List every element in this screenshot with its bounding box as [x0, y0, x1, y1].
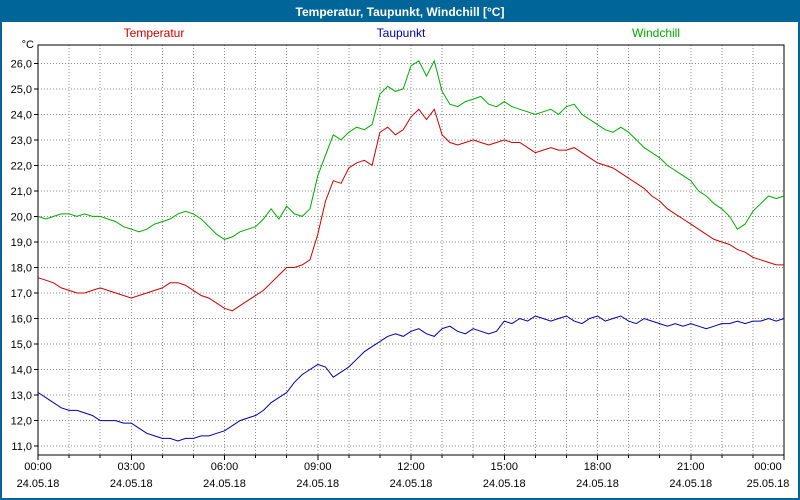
x-tick-time: 00:00 [754, 461, 782, 473]
y-tick-label: 12,0 [11, 416, 32, 428]
x-tick-time: 18:00 [584, 461, 612, 473]
series-line-windchill [37, 59, 785, 240]
x-tick-time: 12:00 [397, 461, 425, 473]
x-tick-date: 24.05.18 [296, 478, 339, 490]
x-tick-date: 24.05.18 [390, 478, 433, 490]
x-tick-date: 24.05.18 [17, 478, 60, 490]
window-title: Temperatur, Taupunkt, Windchill [°C] [295, 5, 505, 19]
y-tick-label: 19,0 [11, 237, 32, 249]
y-tick-label: 14,0 [11, 365, 32, 377]
plot-axes [34, 44, 785, 460]
y-tick-label: 24,0 [11, 109, 32, 121]
chart-canvas: 26,0 25,0 24,0 23,0 22,0 21,0 20,0 19,0 18,0 17,0… [11, 39, 790, 490]
y-tick-label: 18,0 [11, 262, 32, 274]
series-line-taupunkt [37, 315, 785, 442]
x-tick-time: 03:00 [117, 461, 145, 473]
x-tick-time: 00:00 [24, 461, 52, 473]
series-lines [37, 59, 785, 442]
y-tick-label: 20,0 [11, 211, 32, 223]
y-tick-label: 16,0 [11, 314, 32, 326]
axis-labels: 26,0 25,0 24,0 23,0 22,0 21,0 20,0 19,0 18,0 17,0… [11, 39, 790, 490]
legend-item-temperatur: Temperatur [123, 26, 185, 40]
x-tick-time: 15:00 [490, 461, 518, 473]
x-tick-date: 25.05.18 [747, 478, 790, 490]
grid-lines [38, 45, 784, 455]
y-tick-label: 22,0 [11, 160, 32, 172]
x-tick-date: 24.05.18 [669, 478, 712, 490]
y-tick-label: 23,0 [11, 135, 32, 147]
x-tick-time: 06:00 [211, 461, 239, 473]
y-tick-label: 11,0 [11, 441, 32, 453]
chart-legend: Temperatur Taupunkt Windchill [2, 26, 798, 42]
series-line-temperatur [37, 108, 784, 312]
y-tick-label: 26,0 [11, 58, 32, 70]
y-tick-label: 15,0 [11, 339, 32, 351]
legend-item-taupunkt: Taupunkt [376, 26, 426, 40]
y-tick-label: 17,0 [11, 288, 32, 300]
x-tick-time: 09:00 [304, 461, 332, 473]
x-tick-date: 24.05.18 [483, 478, 526, 490]
legend-item-windchill: Windchill [631, 26, 681, 40]
x-tick-date: 24.05.18 [576, 478, 619, 490]
x-tick-time: 21:00 [677, 461, 705, 473]
y-axis-unit-label: °C [22, 39, 34, 51]
y-tick-label: 25,0 [11, 84, 32, 96]
y-tick-label: 13,0 [11, 390, 32, 402]
x-tick-date: 24.05.18 [110, 478, 153, 490]
y-tick-label: 21,0 [11, 186, 32, 198]
title-bar: Temperatur, Taupunkt, Windchill [°C] [2, 2, 798, 22]
x-tick-date: 24.05.18 [203, 478, 246, 490]
